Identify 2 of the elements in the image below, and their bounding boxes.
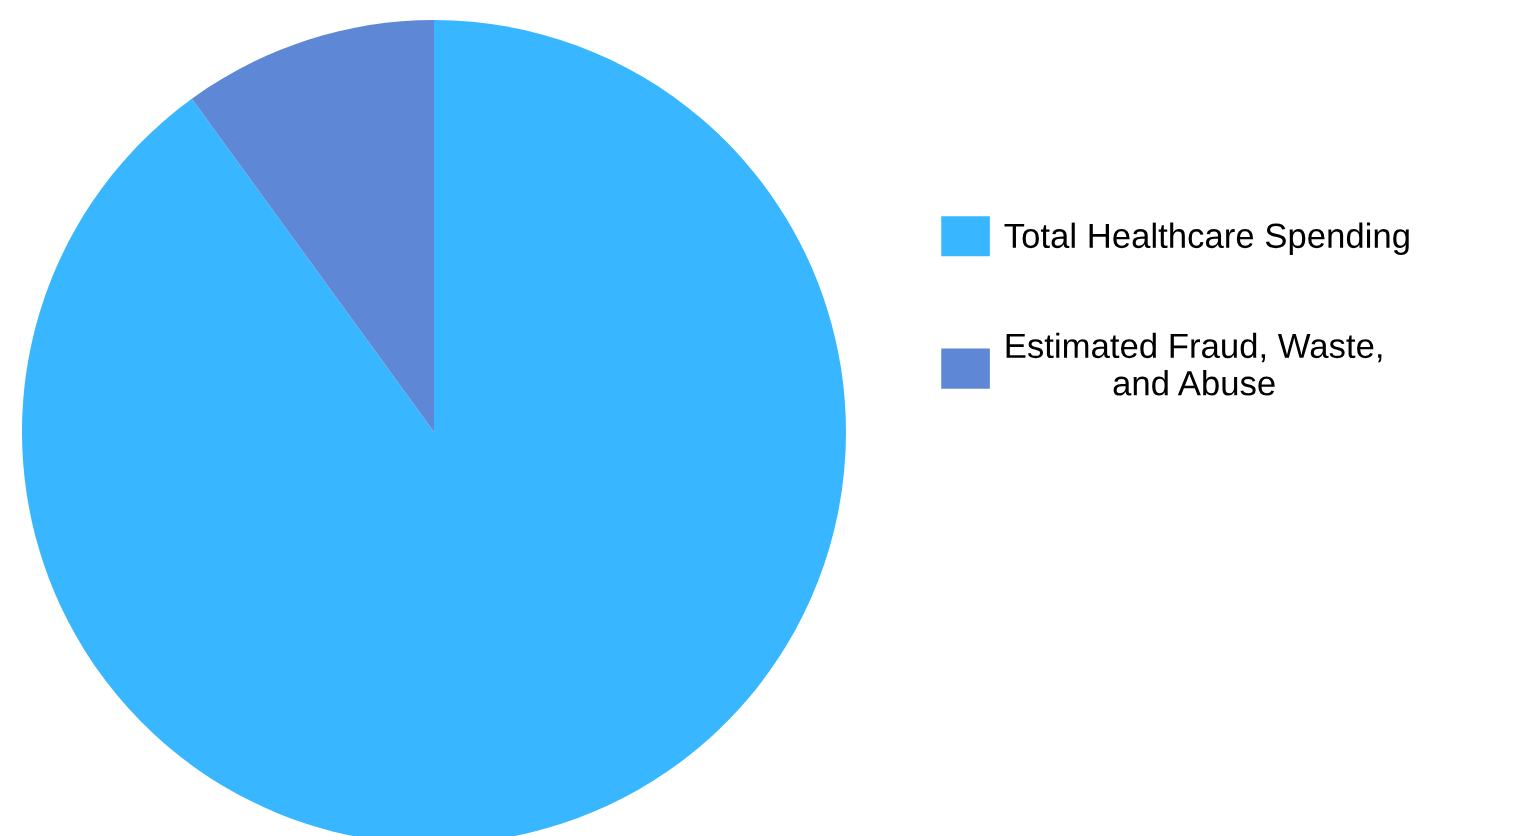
legend-label: Estimated Fraud, Waste, and Abuse <box>1006 332 1382 396</box>
legend-label: Total Healthcare Spending <box>1004 222 1409 255</box>
